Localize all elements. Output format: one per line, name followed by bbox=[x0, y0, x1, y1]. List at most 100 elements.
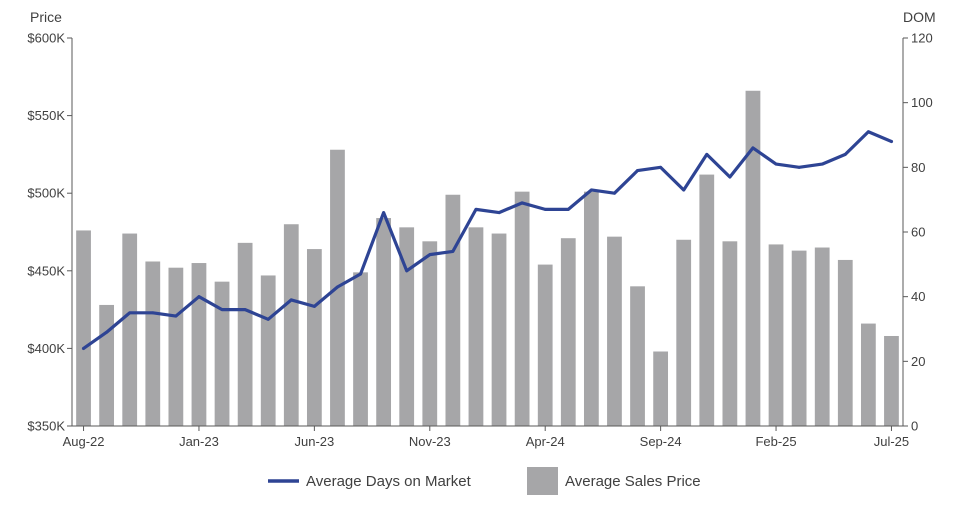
legend-bar-swatch bbox=[527, 467, 558, 495]
dom-point bbox=[728, 175, 732, 179]
dom-point bbox=[474, 207, 478, 211]
x-tick-label: Nov-23 bbox=[409, 434, 451, 449]
dom-point bbox=[336, 285, 339, 289]
price-bar bbox=[491, 233, 507, 426]
legend-label-price: Average Sales Price bbox=[565, 473, 701, 490]
dom-point bbox=[636, 169, 639, 172]
price-bar bbox=[768, 244, 784, 426]
price-bar bbox=[168, 267, 184, 426]
dom-point bbox=[497, 211, 501, 215]
right-tick-label: 20 bbox=[911, 354, 925, 369]
right-tick-label: 60 bbox=[911, 225, 925, 240]
price-bar bbox=[699, 174, 715, 426]
legend-label-dom: Average Days on Market bbox=[306, 473, 472, 490]
dom-point bbox=[359, 272, 362, 276]
price-bar bbox=[214, 281, 230, 426]
dom-point bbox=[197, 295, 201, 299]
price-bar bbox=[237, 242, 253, 426]
dom-point bbox=[566, 207, 570, 211]
dom-point bbox=[451, 250, 455, 253]
bar-series bbox=[76, 90, 899, 427]
price-bar bbox=[860, 323, 876, 426]
price-bar bbox=[791, 250, 807, 426]
right-tick-label: 40 bbox=[911, 289, 925, 304]
price-bar bbox=[676, 239, 692, 426]
x-tick-label: Jul-25 bbox=[874, 434, 909, 449]
dom-line bbox=[81, 130, 894, 350]
price-bar bbox=[630, 286, 645, 426]
line-series-layer bbox=[81, 130, 894, 350]
dom-point bbox=[220, 308, 224, 311]
price-bar bbox=[260, 275, 276, 426]
price-bar bbox=[191, 263, 207, 426]
x-tick-label: Jun-23 bbox=[295, 434, 335, 449]
dom-point bbox=[797, 165, 801, 169]
left-tick-label: $400K bbox=[27, 341, 65, 356]
price-bar bbox=[722, 241, 738, 426]
left-tick-label: $450K bbox=[27, 263, 65, 278]
dom-point bbox=[820, 162, 824, 166]
dom-point bbox=[751, 146, 755, 150]
price-bar bbox=[99, 304, 115, 426]
right-axis-title: DOM bbox=[903, 9, 936, 25]
dom-point bbox=[682, 188, 686, 192]
price-bar bbox=[376, 218, 392, 426]
axes: $350K $400K $450K $500K $550K $600K 0 20 40 60 80 1… bbox=[27, 31, 932, 450]
left-tick-label: $550K bbox=[27, 108, 65, 123]
dom-point bbox=[543, 207, 547, 211]
dom-point bbox=[312, 304, 316, 308]
dom-point bbox=[890, 140, 893, 143]
price-bar bbox=[399, 227, 415, 426]
price-bar bbox=[583, 191, 599, 426]
price-bar bbox=[122, 233, 138, 426]
price-bar bbox=[884, 335, 899, 426]
dom-point bbox=[613, 191, 616, 195]
dom-point bbox=[866, 130, 870, 134]
dom-point bbox=[382, 211, 386, 215]
x-tick-label: Aug-22 bbox=[63, 434, 105, 449]
price-bar bbox=[537, 264, 553, 426]
legend: Average Days on Market Average Sales Pri… bbox=[268, 467, 701, 495]
dom-point bbox=[520, 201, 524, 205]
dom-point bbox=[174, 314, 178, 318]
price-bar bbox=[283, 224, 299, 426]
price-bar bbox=[422, 241, 438, 426]
x-tick-label: Sep-24 bbox=[640, 434, 682, 449]
dom-point bbox=[774, 162, 778, 166]
dom-point bbox=[151, 311, 155, 315]
dom-point bbox=[428, 253, 432, 257]
price-bar bbox=[76, 230, 91, 426]
dom-point bbox=[705, 153, 709, 156]
dom-point bbox=[589, 188, 593, 192]
right-tick-label: 120 bbox=[911, 31, 933, 46]
dom-point bbox=[105, 330, 109, 334]
price-bar bbox=[353, 272, 368, 426]
dom-point bbox=[659, 165, 663, 169]
dom-point bbox=[243, 308, 247, 311]
price-bar bbox=[653, 351, 669, 426]
x-tick-label: Jan-23 bbox=[179, 434, 219, 449]
right-tick-label: 80 bbox=[911, 160, 925, 175]
price-bar bbox=[145, 261, 161, 426]
price-bar bbox=[306, 249, 322, 426]
left-axis-title: Price bbox=[30, 9, 62, 25]
dom-point bbox=[128, 311, 132, 315]
dom-point bbox=[289, 298, 293, 302]
left-tick-label: $350K bbox=[27, 419, 65, 434]
price-bar bbox=[745, 90, 761, 427]
x-tick-label: Apr-24 bbox=[526, 434, 565, 449]
price-bar bbox=[837, 259, 853, 426]
price-bar bbox=[514, 191, 530, 426]
dom-point bbox=[405, 269, 409, 273]
right-tick-label: 100 bbox=[911, 95, 933, 110]
dom-point bbox=[266, 317, 270, 321]
left-tick-label: $600K bbox=[27, 31, 65, 46]
dom-point bbox=[82, 347, 85, 350]
right-tick-label: 0 bbox=[911, 419, 918, 434]
dom-point bbox=[843, 153, 847, 156]
price-bar bbox=[445, 194, 461, 426]
price-bar bbox=[814, 247, 830, 426]
x-tick-label: Feb-25 bbox=[755, 434, 796, 449]
left-tick-label: $500K bbox=[27, 186, 65, 201]
